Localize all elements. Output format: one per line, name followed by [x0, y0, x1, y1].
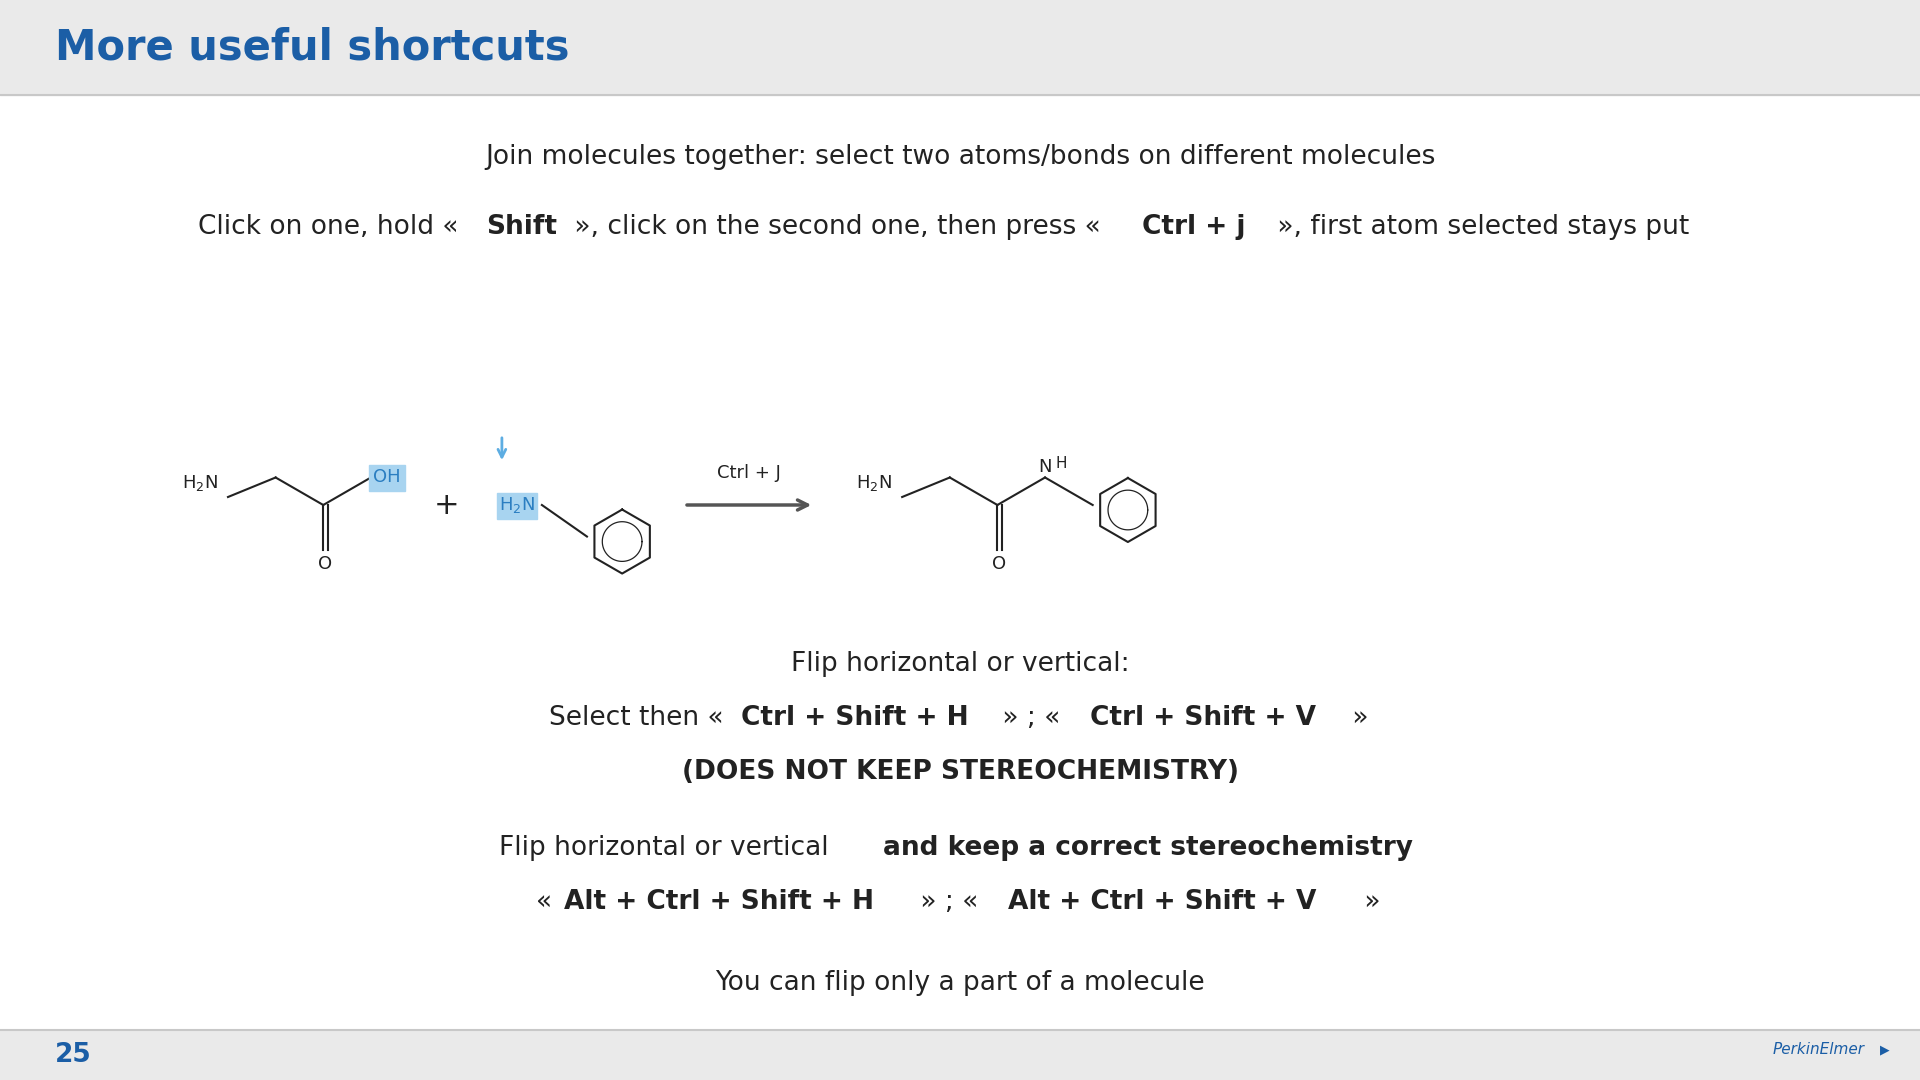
Text: H$_2$N: H$_2$N — [182, 473, 219, 492]
Bar — [369, 464, 405, 490]
Bar — [0, 1030, 1920, 1080]
Text: O: O — [319, 555, 332, 573]
Text: (DOES NOT KEEP STEREOCHEMISTRY): (DOES NOT KEEP STEREOCHEMISTRY) — [682, 759, 1238, 785]
Text: and keep a correct stereochemistry: and keep a correct stereochemistry — [883, 835, 1413, 861]
Text: Ctrl + j: Ctrl + j — [1142, 214, 1246, 240]
Text: 25: 25 — [56, 1042, 92, 1068]
Text: Select then «: Select then « — [549, 705, 732, 731]
Text: Alt + Ctrl + Shift + H: Alt + Ctrl + Shift + H — [564, 889, 874, 915]
Text: H$_2$N: H$_2$N — [856, 473, 893, 492]
Text: Click on one, hold «: Click on one, hold « — [198, 214, 467, 240]
Bar — [497, 492, 538, 519]
Text: »: » — [1344, 705, 1369, 731]
Text: O: O — [993, 555, 1006, 573]
Text: OH: OH — [372, 469, 401, 486]
Text: +: + — [434, 490, 459, 519]
Text: Ctrl + Shift + V: Ctrl + Shift + V — [1091, 705, 1317, 731]
Text: Join molecules together: select two atoms/bonds on different molecules: Join molecules together: select two atom… — [486, 144, 1434, 170]
Text: », first atom selected stays put: », first atom selected stays put — [1269, 214, 1690, 240]
Text: », click on the second one, then press «: », click on the second one, then press « — [566, 214, 1110, 240]
Text: » ; «: » ; « — [912, 889, 987, 915]
Bar — [0, 0, 1920, 95]
Text: N: N — [1039, 458, 1052, 475]
Text: H$_2$N: H$_2$N — [499, 495, 536, 515]
Text: Ctrl + J: Ctrl + J — [718, 464, 781, 482]
Text: More useful shortcuts: More useful shortcuts — [56, 27, 570, 68]
Text: ▶: ▶ — [1880, 1043, 1889, 1056]
Text: »: » — [1356, 889, 1380, 915]
Text: PerkinElmer: PerkinElmer — [1772, 1042, 1864, 1057]
Text: Flip horizontal or vertical:: Flip horizontal or vertical: — [791, 651, 1129, 677]
Text: » ; «: » ; « — [995, 705, 1069, 731]
Text: «: « — [536, 889, 561, 915]
Text: You can flip only a part of a molecule: You can flip only a part of a molecule — [714, 970, 1206, 996]
Text: H: H — [1056, 456, 1066, 471]
Text: Ctrl + Shift + H: Ctrl + Shift + H — [741, 705, 968, 731]
Text: Alt + Ctrl + Shift + V: Alt + Ctrl + Shift + V — [1008, 889, 1317, 915]
Text: Flip horizontal or vertical: Flip horizontal or vertical — [499, 835, 837, 861]
Text: Shift: Shift — [486, 214, 557, 240]
